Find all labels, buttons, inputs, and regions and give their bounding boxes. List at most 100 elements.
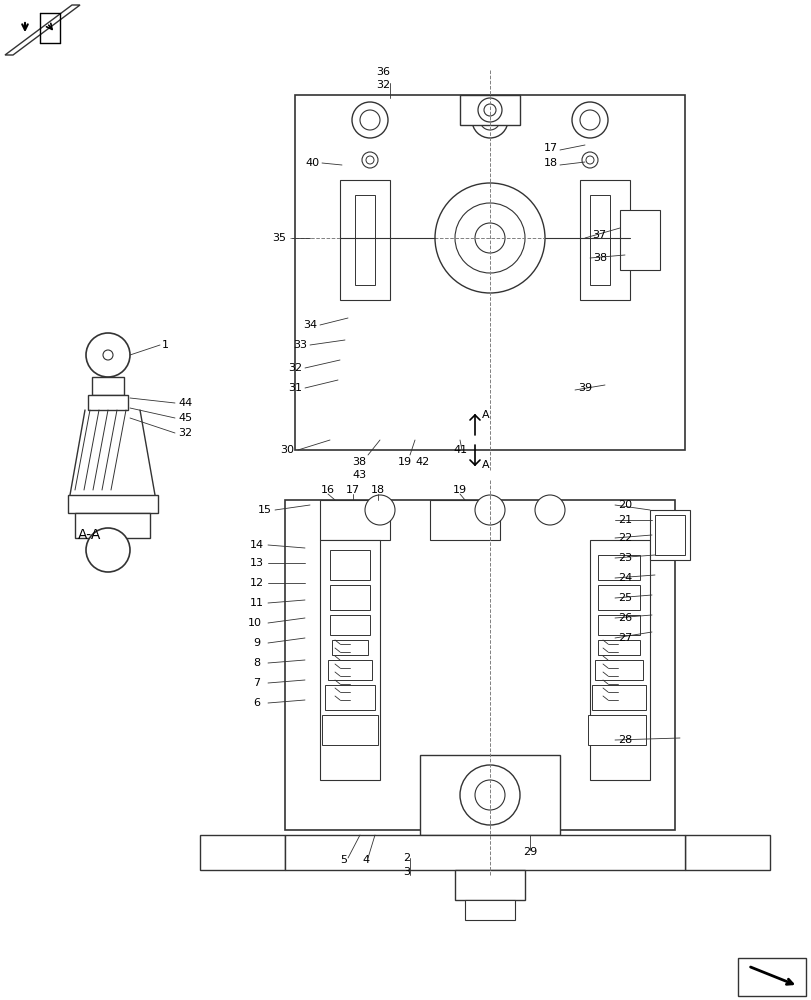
Bar xyxy=(597,640,639,655)
Bar xyxy=(285,500,674,830)
Text: 10: 10 xyxy=(247,618,262,628)
Text: 3: 3 xyxy=(402,867,410,877)
Bar xyxy=(430,500,500,540)
Text: 38: 38 xyxy=(592,253,607,263)
Circle shape xyxy=(362,152,378,168)
Text: 5: 5 xyxy=(340,855,346,865)
Text: 37: 37 xyxy=(591,230,605,240)
Text: 7: 7 xyxy=(253,678,260,688)
Bar xyxy=(75,513,150,538)
Text: 22: 22 xyxy=(617,533,632,543)
Circle shape xyxy=(478,98,501,122)
Bar xyxy=(329,585,370,610)
Bar xyxy=(597,585,639,610)
Circle shape xyxy=(579,110,599,130)
Text: 24: 24 xyxy=(617,573,632,583)
Bar xyxy=(737,958,805,996)
Bar xyxy=(88,395,128,410)
Circle shape xyxy=(86,333,130,377)
Text: 29: 29 xyxy=(522,847,537,857)
Bar xyxy=(329,550,370,580)
Text: 36: 36 xyxy=(375,67,389,77)
Bar xyxy=(654,515,684,555)
Text: 31: 31 xyxy=(288,383,302,393)
Text: 8: 8 xyxy=(253,658,260,668)
Text: 6: 6 xyxy=(253,698,260,708)
Text: 44: 44 xyxy=(178,398,192,408)
Circle shape xyxy=(86,528,130,572)
Polygon shape xyxy=(5,5,80,55)
Bar xyxy=(590,540,649,780)
Bar xyxy=(591,685,646,710)
Bar xyxy=(587,715,646,745)
Bar xyxy=(332,640,367,655)
Text: 27: 27 xyxy=(617,633,632,643)
Bar xyxy=(294,95,684,450)
Text: 39: 39 xyxy=(577,383,591,393)
Circle shape xyxy=(581,152,597,168)
Text: 14: 14 xyxy=(250,540,264,550)
Circle shape xyxy=(103,350,113,360)
Circle shape xyxy=(351,102,388,138)
Polygon shape xyxy=(200,835,285,870)
Text: 41: 41 xyxy=(453,445,466,455)
Circle shape xyxy=(460,765,519,825)
Text: A: A xyxy=(482,460,489,470)
Text: 30: 30 xyxy=(280,445,294,455)
Bar xyxy=(649,510,689,560)
Bar xyxy=(324,685,375,710)
Text: 32: 32 xyxy=(178,428,192,438)
Text: 1: 1 xyxy=(162,340,169,350)
Bar xyxy=(92,377,124,395)
Bar xyxy=(590,195,609,285)
Text: 35: 35 xyxy=(272,233,285,243)
Text: 20: 20 xyxy=(617,500,631,510)
Text: 17: 17 xyxy=(543,143,557,153)
Text: 25: 25 xyxy=(617,593,631,603)
Text: 38: 38 xyxy=(351,457,366,467)
Text: 32: 32 xyxy=(375,80,389,90)
Text: 33: 33 xyxy=(293,340,307,350)
Bar xyxy=(354,195,375,285)
Text: 18: 18 xyxy=(371,485,384,495)
Text: 2: 2 xyxy=(402,853,410,863)
Circle shape xyxy=(366,156,374,164)
Bar xyxy=(329,615,370,635)
Bar xyxy=(465,900,514,920)
Text: 45: 45 xyxy=(178,413,192,423)
Bar xyxy=(322,715,378,745)
Text: A-A: A-A xyxy=(78,528,101,542)
Text: 18: 18 xyxy=(543,158,557,168)
Text: 13: 13 xyxy=(250,558,264,568)
Circle shape xyxy=(471,102,508,138)
Text: 9: 9 xyxy=(253,638,260,648)
Circle shape xyxy=(454,203,525,273)
Circle shape xyxy=(483,104,496,116)
Text: 11: 11 xyxy=(250,598,264,608)
Circle shape xyxy=(586,156,594,164)
Circle shape xyxy=(571,102,607,138)
Text: 40: 40 xyxy=(305,158,319,168)
Text: 21: 21 xyxy=(617,515,631,525)
Bar xyxy=(620,210,659,270)
Bar xyxy=(597,555,639,580)
Bar xyxy=(419,755,560,835)
Circle shape xyxy=(474,223,504,253)
Polygon shape xyxy=(684,835,769,870)
Circle shape xyxy=(479,110,500,130)
Text: 4: 4 xyxy=(362,855,369,865)
Text: 19: 19 xyxy=(453,485,466,495)
Bar xyxy=(597,615,639,635)
Bar xyxy=(594,660,642,680)
Circle shape xyxy=(359,110,380,130)
Bar xyxy=(328,660,371,680)
Circle shape xyxy=(365,495,394,525)
Bar xyxy=(340,180,389,300)
Text: 26: 26 xyxy=(617,613,631,623)
Text: A: A xyxy=(482,410,489,420)
Bar xyxy=(285,835,684,870)
Text: 12: 12 xyxy=(250,578,264,588)
Bar xyxy=(579,180,629,300)
Text: 28: 28 xyxy=(617,735,632,745)
Text: 19: 19 xyxy=(397,457,412,467)
